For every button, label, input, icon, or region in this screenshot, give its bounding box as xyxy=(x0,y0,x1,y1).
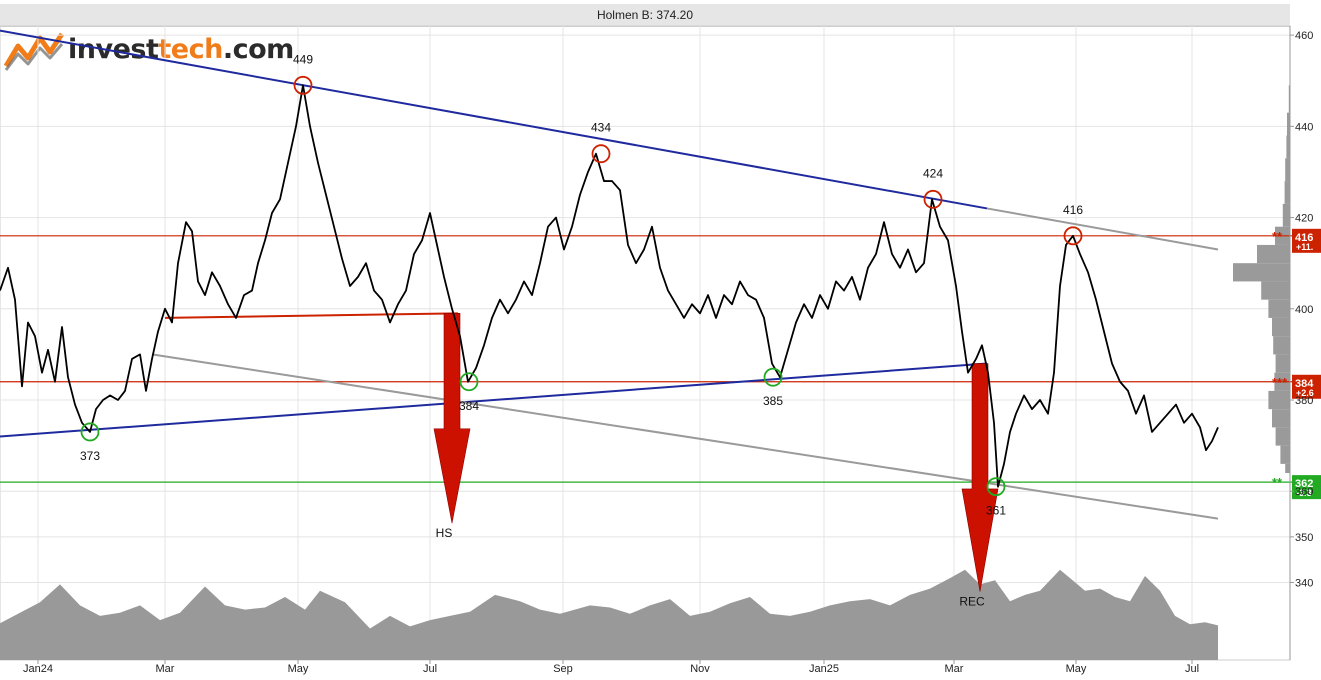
volume-profile-bar xyxy=(1288,85,1290,113)
peak-marker xyxy=(293,75,313,95)
level-tag-362 xyxy=(1292,475,1321,500)
target-arrow xyxy=(961,363,999,592)
level-tag-change: -3.3 xyxy=(1296,488,1312,498)
volume-profile-bar xyxy=(1275,354,1290,373)
volume-profile-bar xyxy=(1272,317,1290,337)
arrow-label: REC xyxy=(959,595,985,609)
volume-profile-bar xyxy=(1282,203,1290,227)
level-tag-384 xyxy=(1292,374,1321,399)
target-arrow xyxy=(433,313,471,524)
y-tick-label: 420 xyxy=(1295,213,1313,225)
volume-profile-bar xyxy=(1273,336,1290,355)
trough-marker xyxy=(459,372,479,392)
level-tag-change: +11. xyxy=(1296,242,1313,252)
volume-profile-bar xyxy=(1280,445,1290,464)
x-tick-label: Mar xyxy=(945,663,964,675)
volume-profile-bar xyxy=(1268,299,1290,318)
x-tick-label: May xyxy=(1066,663,1087,675)
x-tick-label: Jan25 xyxy=(809,663,839,675)
level-tag-value: 362 xyxy=(1295,478,1313,490)
y-tick-label: 350 xyxy=(1295,532,1313,544)
plot-frame xyxy=(0,25,1291,661)
volume-profile-bar xyxy=(1275,427,1290,446)
arrow-label: HS xyxy=(436,526,453,540)
volume-profile-bar xyxy=(1261,281,1290,300)
y-tick-label: 440 xyxy=(1295,121,1313,133)
peak-marker xyxy=(923,189,943,209)
trend-line xyxy=(0,362,988,438)
peak-marker xyxy=(591,144,611,164)
volume-profile-bar xyxy=(1272,409,1290,428)
volume-profile-bar xyxy=(1257,244,1290,264)
trend-line xyxy=(151,353,1219,520)
x-tick-label: Sep xyxy=(553,663,573,675)
x-tick-label: Jan24 xyxy=(23,663,53,675)
y-tick-label: 360 xyxy=(1295,486,1313,498)
volume-profile-bar xyxy=(1268,390,1290,410)
x-tick-label: Nov xyxy=(690,663,710,675)
level-tag-change: +2.6 xyxy=(1296,388,1314,398)
volume-profile-bar xyxy=(1233,263,1290,282)
x-tick-label: Jul xyxy=(1185,663,1199,675)
level-tag-416 xyxy=(1292,228,1321,253)
x-tick-label: May xyxy=(288,663,309,675)
x-tick-label: Jul xyxy=(423,663,437,675)
y-tick-label: 340 xyxy=(1295,577,1313,589)
y-tick-label: 380 xyxy=(1295,395,1313,407)
trough-marker xyxy=(986,477,1006,497)
peak-label: 424 xyxy=(923,166,943,180)
trough-marker xyxy=(763,367,783,387)
logo-chart-icon xyxy=(3,32,65,71)
peak-marker xyxy=(1063,226,1083,246)
investtech-logo: investtech.com xyxy=(2,26,294,72)
trough-label: 361 xyxy=(986,504,1006,518)
peak-label: 449 xyxy=(293,52,313,66)
logo-text: investtech.com xyxy=(68,34,294,65)
y-tick-label: 460 xyxy=(1295,30,1313,42)
trough-label: 385 xyxy=(763,394,783,408)
level-stars: ** xyxy=(1272,475,1283,490)
volume-profile-bar xyxy=(1286,135,1290,159)
trend-line xyxy=(164,312,459,319)
trend-line xyxy=(986,207,1219,251)
volume-profile-bar xyxy=(1287,112,1290,136)
trend-line xyxy=(0,29,988,210)
price-line xyxy=(0,84,1219,488)
volume-profile-bar xyxy=(1284,181,1290,204)
volume-profile-bar xyxy=(1285,463,1290,473)
trough-label: 373 xyxy=(80,449,100,463)
trough-marker xyxy=(80,422,100,442)
level-tag-value: 384 xyxy=(1295,378,1314,390)
peak-label: 416 xyxy=(1063,203,1083,217)
y-tick-label: 400 xyxy=(1295,304,1313,316)
volume-area xyxy=(0,569,1218,660)
x-tick-label: Mar xyxy=(156,663,175,675)
peak-label: 434 xyxy=(591,121,611,135)
level-stars: ** xyxy=(1272,229,1283,244)
trough-label: 384 xyxy=(459,399,479,413)
level-stars: *** xyxy=(1272,375,1288,390)
volume-profile-bar xyxy=(1285,158,1290,182)
level-tag-value: 416 xyxy=(1295,232,1313,244)
